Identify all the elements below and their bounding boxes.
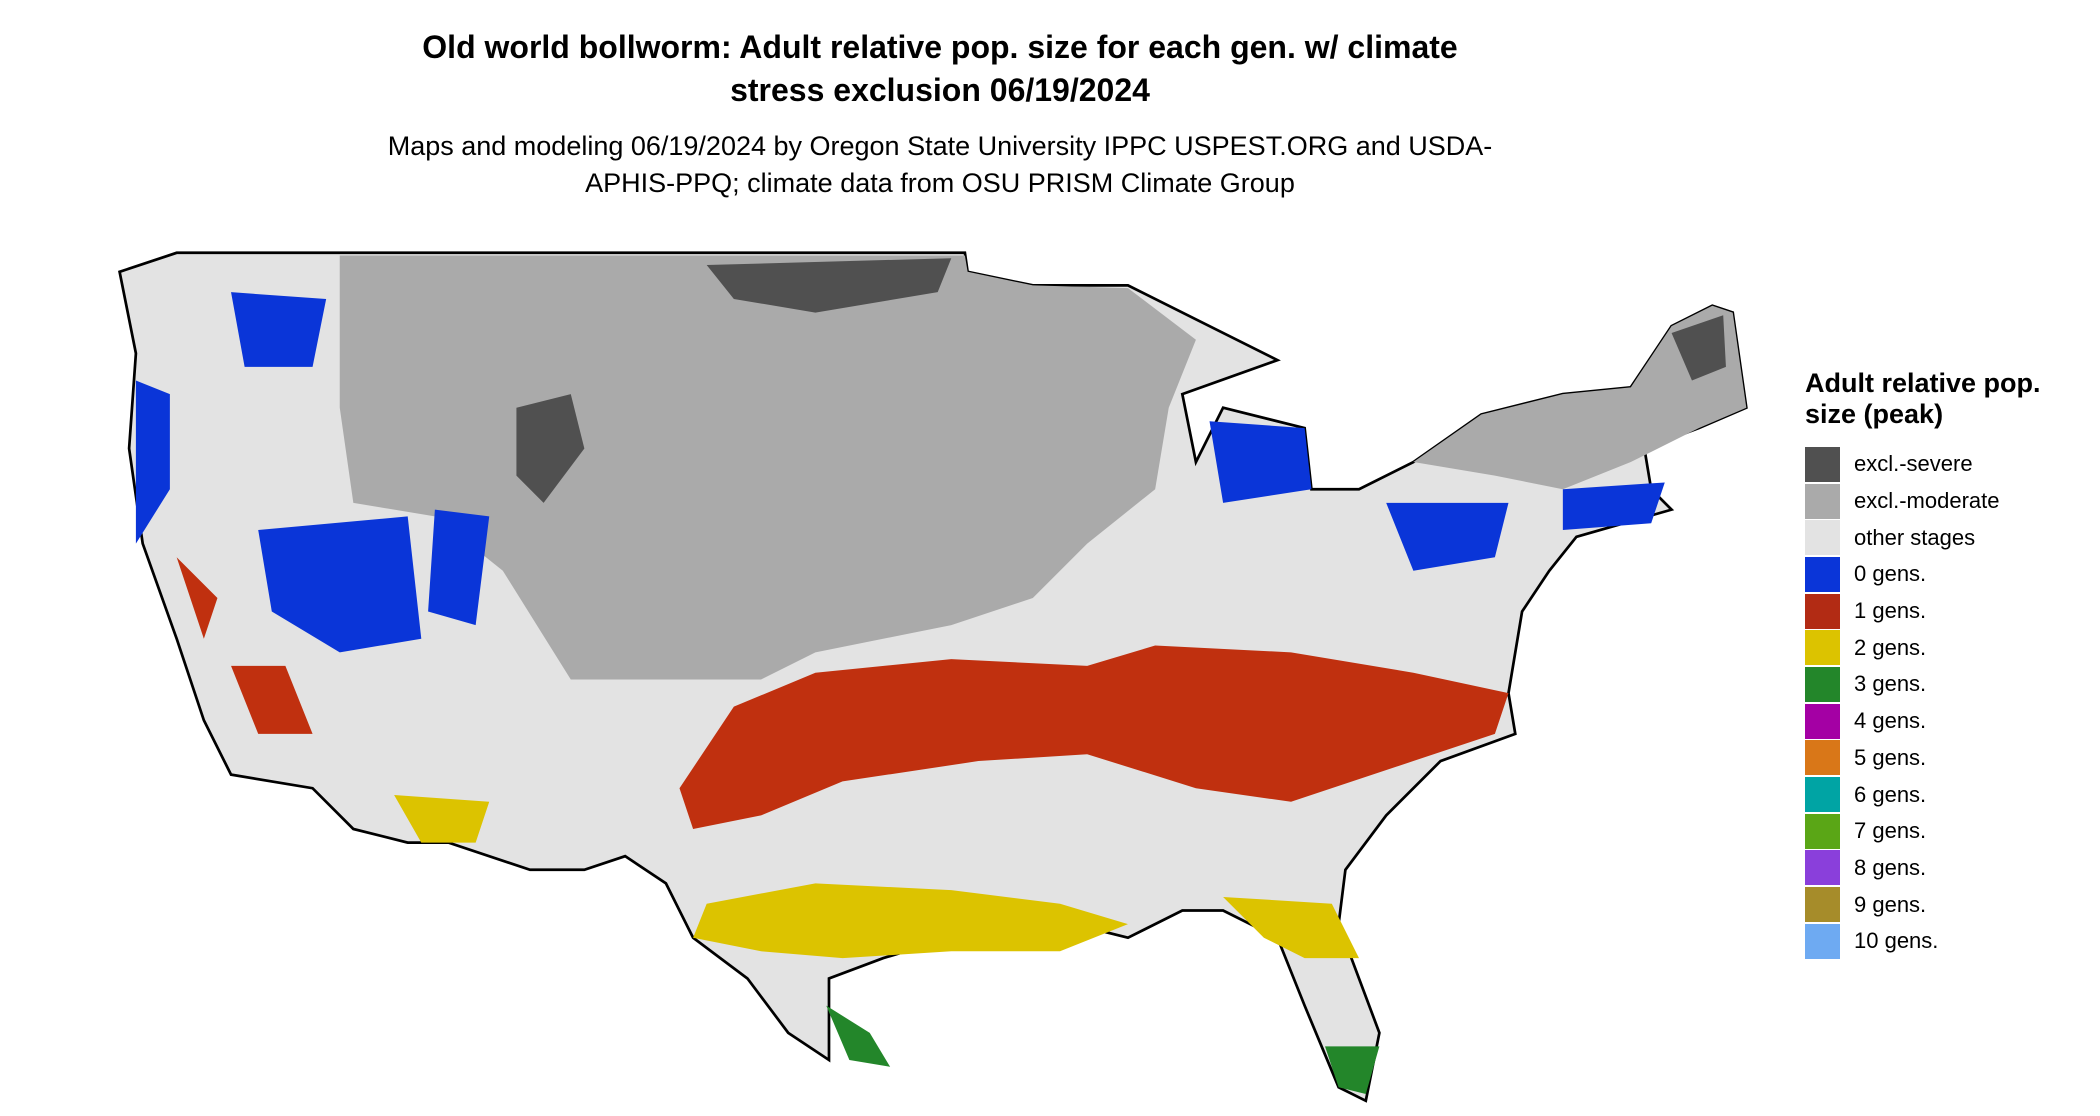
legend-swatch <box>1805 446 1840 482</box>
legend-item: excl.-moderate <box>1805 483 2065 520</box>
legend-label: 10 gens. <box>1854 928 1939 954</box>
legend-item: excl.-severe <box>1805 446 2065 483</box>
legend-swatch <box>1805 740 1840 776</box>
legend-label: other stages <box>1854 524 1976 550</box>
legend-item: 9 gens. <box>1805 886 2065 923</box>
legend-label: 9 gens. <box>1854 891 1927 917</box>
legend-swatch <box>1805 666 1840 702</box>
legend-item: other stages <box>1805 519 2065 556</box>
legend-items: excl.-severe excl.-moderate other stages 0 … <box>1805 446 2065 960</box>
legend-item: 10 gens. <box>1805 923 2065 960</box>
legend-swatch <box>1805 520 1840 556</box>
legend-label: 0 gens. <box>1854 561 1927 587</box>
legend-item: 4 gens. <box>1805 703 2065 740</box>
legend-item: 6 gens. <box>1805 776 2065 813</box>
legend-swatch <box>1805 777 1840 813</box>
legend-swatch <box>1805 483 1840 519</box>
legend-swatch <box>1805 703 1840 739</box>
legend-label: 6 gens. <box>1854 781 1927 807</box>
legend-swatch <box>1805 593 1840 629</box>
legend-item: 7 gens. <box>1805 813 2065 850</box>
legend-swatch <box>1805 850 1840 886</box>
title: Old world bollworm: Adult relative pop. … <box>422 29 1458 108</box>
legend-title: Adult relative pop. size (peak) <box>1805 368 2041 429</box>
legend-swatch <box>1805 556 1840 592</box>
legend-item: 5 gens. <box>1805 740 2065 777</box>
legend-swatch <box>1805 813 1840 849</box>
legend-label: 7 gens. <box>1854 818 1927 844</box>
legend-item: 0 gens. <box>1805 556 2065 593</box>
subtitle: Maps and modeling 06/19/2024 by Oregon S… <box>387 131 1493 198</box>
legend-item: 3 gens. <box>1805 666 2065 703</box>
legend-swatch <box>1805 923 1840 959</box>
excl-moderate-region <box>1413 305 1747 490</box>
legend-item: 1 gens. <box>1805 593 2065 630</box>
legend-swatch <box>1805 630 1840 666</box>
zero-gens-region <box>135 292 1665 653</box>
legend-label: 2 gens. <box>1854 634 1927 660</box>
legend-item: 2 gens. <box>1805 629 2065 666</box>
legend-label: 5 gens. <box>1854 744 1927 770</box>
legend: Adult relative pop. size (peak) excl.-se… <box>1805 368 2065 960</box>
legend-label: excl.-severe <box>1854 451 1973 477</box>
legend-label: 8 gens. <box>1854 854 1927 880</box>
legend-label: 3 gens. <box>1854 671 1927 697</box>
legend-label: 1 gens. <box>1854 598 1927 624</box>
two-gens-region <box>394 795 1359 959</box>
legend-label: 4 gens. <box>1854 708 1927 734</box>
legend-label: excl.-moderate <box>1854 488 2000 514</box>
legend-item: 8 gens. <box>1805 850 2065 887</box>
one-gen-region <box>176 557 1509 829</box>
legend-swatch <box>1805 887 1840 923</box>
excl-moderate-region <box>339 255 1196 680</box>
three-gens-region <box>826 1005 1380 1094</box>
